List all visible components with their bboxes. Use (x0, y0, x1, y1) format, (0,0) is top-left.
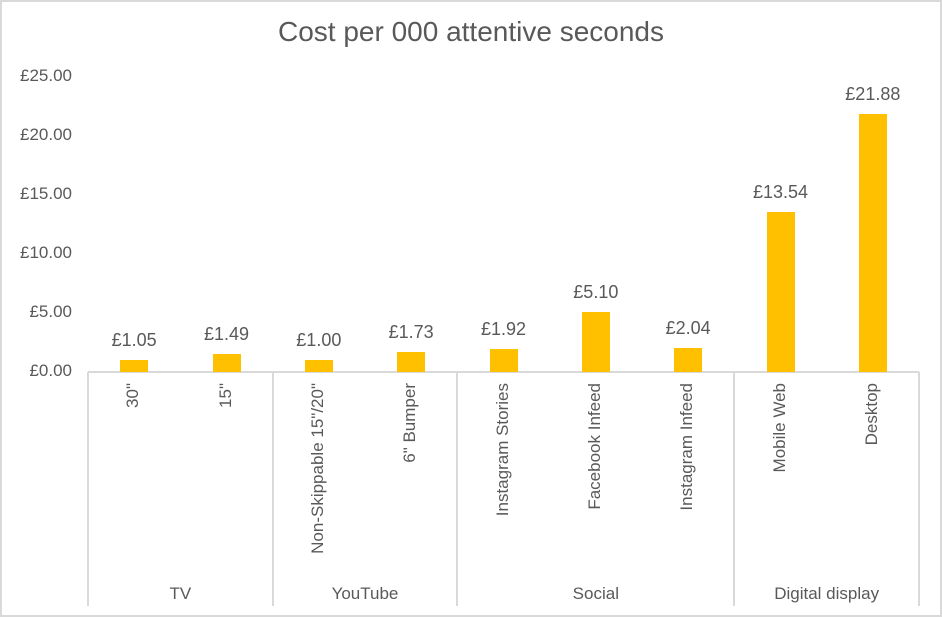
data-label: £1.00 (296, 330, 342, 351)
category-label: Instagram Stories (492, 383, 512, 517)
group-label: Social (572, 584, 619, 603)
category-label: 30" (123, 383, 143, 408)
bar (212, 354, 241, 372)
bar (858, 113, 887, 372)
data-label: £1.05 (111, 329, 157, 350)
bar (581, 311, 610, 372)
group-label: Digital display (774, 584, 880, 603)
group-divider (87, 372, 89, 606)
bar (120, 359, 149, 372)
data-label: £1.49 (203, 324, 250, 345)
y-tick-label: £5.00 (29, 302, 72, 321)
bar (489, 349, 518, 372)
category-label: Desktop (861, 383, 881, 446)
category-label: Mobile Web (769, 383, 789, 473)
category-label: Non-Skippable 15"/20" (307, 383, 327, 554)
group-divider (456, 372, 459, 606)
group-divider (271, 372, 274, 606)
category-label: Facebook Infeed (584, 383, 604, 510)
y-tick-label: £10.00 (20, 243, 72, 262)
group-divider (918, 372, 920, 606)
bar (397, 351, 426, 372)
data-label: £13.54 (752, 182, 809, 203)
data-label: £2.04 (665, 317, 711, 338)
y-tick-label: £0.00 (29, 361, 72, 380)
y-tick-label: £25.00 (20, 66, 72, 85)
group-label: YouTube (331, 584, 399, 603)
data-label: £5.10 (573, 281, 619, 302)
category-label: Instagram Infeed (677, 383, 697, 511)
chart-title: Cost per 000 attentive seconds (277, 16, 664, 47)
y-tick-label: £15.00 (20, 184, 72, 203)
category-label: 6" Bumper (400, 383, 420, 463)
data-label: £1.73 (388, 321, 434, 342)
bar (766, 212, 795, 372)
group-divider (733, 372, 736, 606)
bar (304, 360, 333, 372)
category-label: 15" (215, 383, 235, 408)
data-label: £1.92 (480, 319, 527, 340)
group-label: TV (169, 584, 192, 603)
y-tick-label: £20.00 (20, 125, 72, 144)
bar (674, 347, 703, 372)
data-label: £21.88 (845, 83, 901, 104)
x-axis-line (88, 371, 919, 373)
